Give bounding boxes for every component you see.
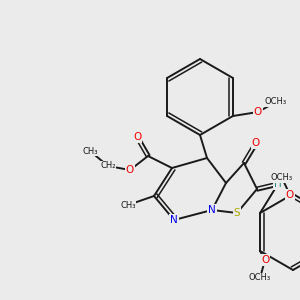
Text: OCH₃: OCH₃ <box>265 98 287 106</box>
Text: O: O <box>252 138 260 148</box>
Text: CH₃: CH₃ <box>82 146 98 155</box>
Text: O: O <box>133 132 141 142</box>
Text: O: O <box>286 190 294 200</box>
Text: O: O <box>126 165 134 175</box>
Text: O: O <box>261 255 269 265</box>
Text: H: H <box>274 179 282 189</box>
Text: S: S <box>234 208 240 218</box>
Text: O: O <box>254 107 262 117</box>
Text: OCH₃: OCH₃ <box>249 274 271 283</box>
Text: N: N <box>170 215 178 225</box>
Text: CH₃: CH₃ <box>120 200 136 209</box>
Text: CH₂: CH₂ <box>100 161 116 170</box>
Text: OCH₃: OCH₃ <box>271 173 293 182</box>
Text: N: N <box>208 205 216 215</box>
